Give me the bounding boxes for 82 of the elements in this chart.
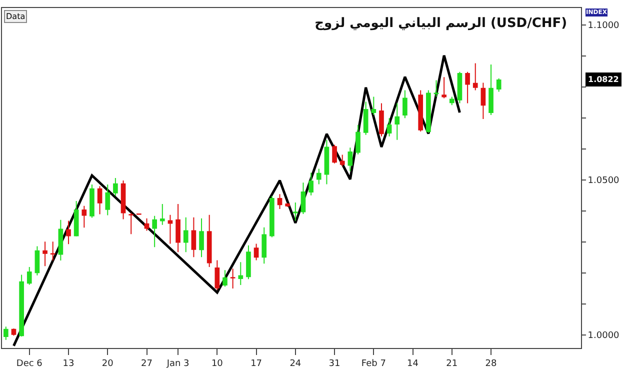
candlestick <box>386 118 392 137</box>
candlestick <box>496 78 502 92</box>
candlestick <box>230 268 236 289</box>
candlestick <box>214 260 220 290</box>
candlestick <box>144 218 150 232</box>
candlestick <box>356 124 360 155</box>
y-tick-label: 1.1000 <box>588 20 620 31</box>
x-tick-label: 14 <box>407 358 419 369</box>
candlestick <box>472 62 478 91</box>
candlestick <box>270 195 274 238</box>
candlestick <box>183 216 188 253</box>
candlestick <box>363 101 368 136</box>
candlestick <box>324 139 330 185</box>
candlestick <box>277 194 282 210</box>
candlestick <box>348 147 353 172</box>
x-tick-label: 10 <box>211 358 224 369</box>
candlestick <box>238 262 244 286</box>
x-tick-label: 24 <box>290 358 302 369</box>
x-tick-label: Jan 3 <box>166 358 190 369</box>
candlestick <box>168 214 173 244</box>
x-tick-label: 20 <box>102 358 114 369</box>
candlestick <box>105 184 110 216</box>
candlestick <box>465 71 470 104</box>
candlestick <box>371 96 376 116</box>
candlestick <box>152 215 157 248</box>
candlestick <box>394 102 400 140</box>
candlestick <box>442 76 446 99</box>
candlestick <box>246 244 251 280</box>
candlestick <box>58 219 64 262</box>
candlestick <box>90 184 94 218</box>
candlestick <box>82 205 87 228</box>
x-tick-label: 17 <box>250 358 262 369</box>
candlestick <box>488 64 494 116</box>
candlestick <box>262 226 267 264</box>
candlestick <box>449 96 454 106</box>
x-tick-label: 21 <box>446 358 458 369</box>
x-tick-label: 31 <box>328 358 340 369</box>
x-tick-label: Dec 6 <box>16 358 43 369</box>
candlestick <box>293 202 298 222</box>
candlestick <box>316 168 322 185</box>
candlestick <box>191 216 196 258</box>
candlestick <box>176 204 180 253</box>
candlestick <box>402 90 408 119</box>
candlestick <box>332 144 337 164</box>
candlestick <box>120 180 126 220</box>
candlestick <box>254 243 259 261</box>
candlestick <box>66 220 71 245</box>
candlestick <box>285 202 290 208</box>
y-tick-label: 1.0500 <box>588 176 620 186</box>
candlestick <box>34 246 40 276</box>
candlestick <box>42 241 48 267</box>
annotation: Data <box>6 12 26 21</box>
candlestick <box>418 90 424 132</box>
candlestick <box>457 71 462 104</box>
x-tick-label: 27 <box>141 358 152 369</box>
text: 1.0822 <box>588 75 619 84</box>
candlestick <box>300 182 306 214</box>
candlestick <box>480 82 486 120</box>
candlestick <box>308 172 314 196</box>
candlestick <box>206 214 212 268</box>
x-tick-label: 13 <box>62 358 74 369</box>
candlestick <box>222 270 228 288</box>
candlestick <box>11 328 16 336</box>
candlestick <box>426 90 431 134</box>
candlestick <box>4 326 8 340</box>
candlestick <box>74 200 79 237</box>
candlestick <box>113 178 118 196</box>
candlestick <box>199 218 204 258</box>
candlestick <box>97 186 102 215</box>
candlestick <box>19 274 24 338</box>
candlestick <box>379 102 384 137</box>
y-tick-label: 1.0000 <box>588 331 620 342</box>
candlestick <box>160 204 165 226</box>
candlestick <box>128 212 134 235</box>
x-tick-label: 28 <box>485 358 498 369</box>
candlestick <box>50 241 56 262</box>
line-series <box>12 54 461 348</box>
candlestick <box>340 154 345 167</box>
text: الرسم البياني اليومي لزوج (USD/CHF) <box>314 16 568 32</box>
candlestick <box>434 80 439 98</box>
x-tick-label: Feb 7 <box>361 358 386 369</box>
candlestick <box>26 266 32 286</box>
